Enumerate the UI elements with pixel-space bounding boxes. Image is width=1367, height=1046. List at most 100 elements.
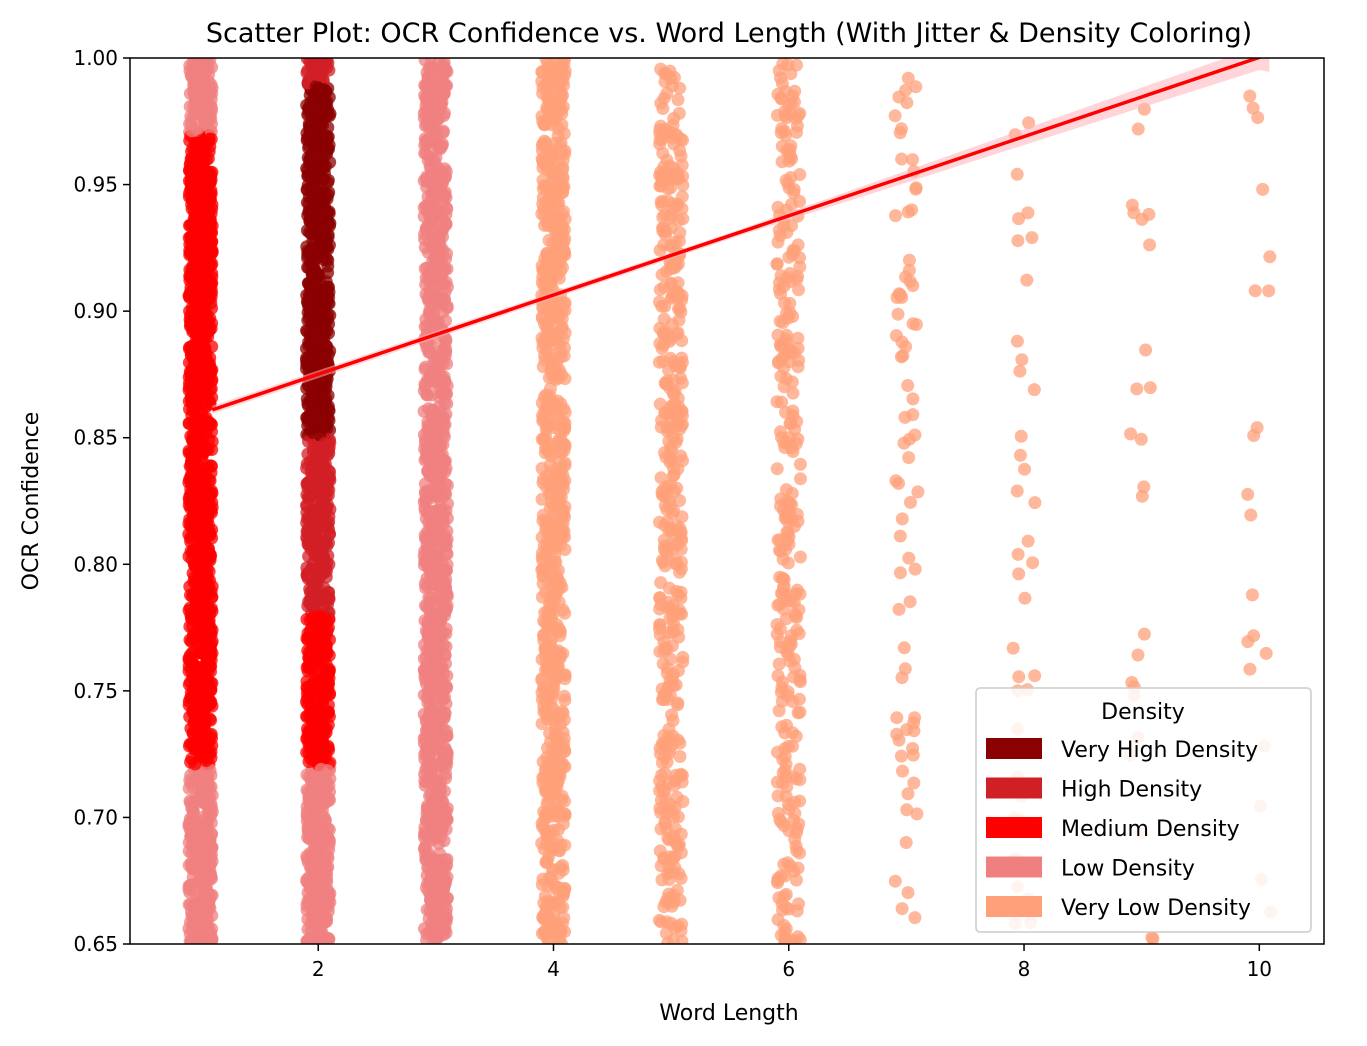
- scatter-point: [558, 668, 572, 682]
- scatter-point: [301, 169, 315, 183]
- scatter-point: [557, 127, 571, 141]
- scatter-point: [301, 512, 314, 526]
- scatter-point: [663, 678, 677, 692]
- scatter-point: [321, 669, 335, 683]
- scatter-point: [200, 273, 214, 287]
- scatter-point: [546, 598, 560, 612]
- scatter-point: [544, 101, 558, 115]
- scatter-point: [558, 296, 572, 310]
- scatter-point: [438, 418, 452, 432]
- scatter-point: [183, 304, 197, 318]
- scatter-point: [553, 770, 567, 784]
- scatter-point: [551, 221, 565, 235]
- scatter-point: [419, 731, 432, 745]
- scatter-point: [556, 817, 570, 831]
- scatter-point: [304, 917, 318, 930]
- scatter-point: [439, 207, 453, 221]
- scatter-point: [184, 878, 198, 892]
- scatter-point: [657, 852, 671, 866]
- scatter-point: [422, 345, 436, 359]
- scatter-point: [663, 499, 677, 513]
- scatter-point: [670, 538, 684, 551]
- scatter-point: [184, 535, 198, 549]
- scatter-point: [536, 360, 550, 374]
- scatter-point: [427, 369, 441, 382]
- scatter-point: [321, 389, 335, 402]
- scatter-point: [182, 498, 196, 512]
- scatter-point: [654, 195, 668, 209]
- scatter-point: [204, 869, 218, 883]
- scatter-point: [205, 922, 219, 936]
- scatter-point: [555, 580, 569, 594]
- scatter-point: [186, 259, 200, 273]
- scatter-point: [545, 572, 559, 586]
- scatter-point: [556, 863, 570, 877]
- scatter-point: [440, 729, 454, 743]
- scatter-point: [423, 285, 437, 299]
- scatter-point: [426, 694, 440, 708]
- scatter-point: [203, 857, 217, 871]
- scatter-point: [300, 569, 314, 583]
- scatter-point: [322, 403, 336, 417]
- scatter-point: [543, 444, 557, 458]
- scatter-point: [419, 651, 433, 665]
- scatter-point: [670, 404, 684, 418]
- scatter-point: [193, 646, 207, 660]
- scatter-point: [653, 397, 667, 411]
- scatter-point: [667, 623, 680, 637]
- scatter-point: [184, 117, 198, 131]
- scatter-point: [192, 834, 206, 847]
- scatter-point: [420, 869, 434, 882]
- scatter-point: [194, 788, 208, 802]
- scatter-point: [311, 267, 325, 281]
- scatter-point: [659, 822, 673, 836]
- scatter-point: [656, 783, 670, 797]
- scatter-point: [190, 663, 203, 677]
- scatter-point: [437, 59, 450, 73]
- scatter-point: [188, 559, 202, 573]
- scatter-point: [201, 493, 215, 507]
- scatter-point: [197, 218, 211, 232]
- scatter-point: [422, 70, 436, 84]
- scatter-point: [197, 236, 211, 249]
- scatter-point: [438, 599, 452, 613]
- scatter-point: [300, 874, 314, 888]
- scatter-point: [201, 678, 215, 692]
- scatter-point: [438, 188, 452, 202]
- scatter-point: [187, 375, 201, 389]
- scatter-point: [422, 830, 436, 844]
- scatter-point: [321, 889, 335, 903]
- scatter-point: [417, 404, 431, 418]
- scatter-point: [423, 852, 437, 866]
- scatter-point: [424, 592, 437, 605]
- scatter-point: [558, 372, 572, 386]
- scatter-point: [658, 767, 672, 780]
- scatter-point: [309, 638, 323, 652]
- scatter-point: [439, 771, 453, 785]
- scatter-point: [320, 791, 334, 805]
- plot-area: [182, 58, 1278, 944]
- scatter-point: [184, 823, 197, 837]
- scatter-point: [195, 143, 209, 157]
- scatter-point: [667, 112, 681, 125]
- scatter-point: [663, 211, 677, 225]
- scatter-point: [203, 573, 216, 587]
- scatter-point: [674, 149, 688, 163]
- scatter-point: [417, 174, 431, 188]
- scatter-point: [548, 165, 562, 179]
- scatter-point: [670, 417, 684, 431]
- scatter-point: [542, 313, 556, 327]
- scatter-point: [541, 666, 555, 680]
- scatter-point: [182, 694, 196, 708]
- scatter-point: [186, 428, 200, 442]
- scatter-point: [558, 794, 571, 808]
- scatter-point: [664, 478, 677, 492]
- scatter-point: [542, 371, 556, 385]
- scatter-point: [439, 822, 453, 836]
- scatter-point: [318, 848, 332, 862]
- scatter-point: [202, 261, 216, 274]
- scatter-point: [549, 744, 563, 758]
- scatter-point: [653, 283, 667, 297]
- scatter-point: [195, 770, 208, 784]
- scatter-point: [554, 145, 568, 159]
